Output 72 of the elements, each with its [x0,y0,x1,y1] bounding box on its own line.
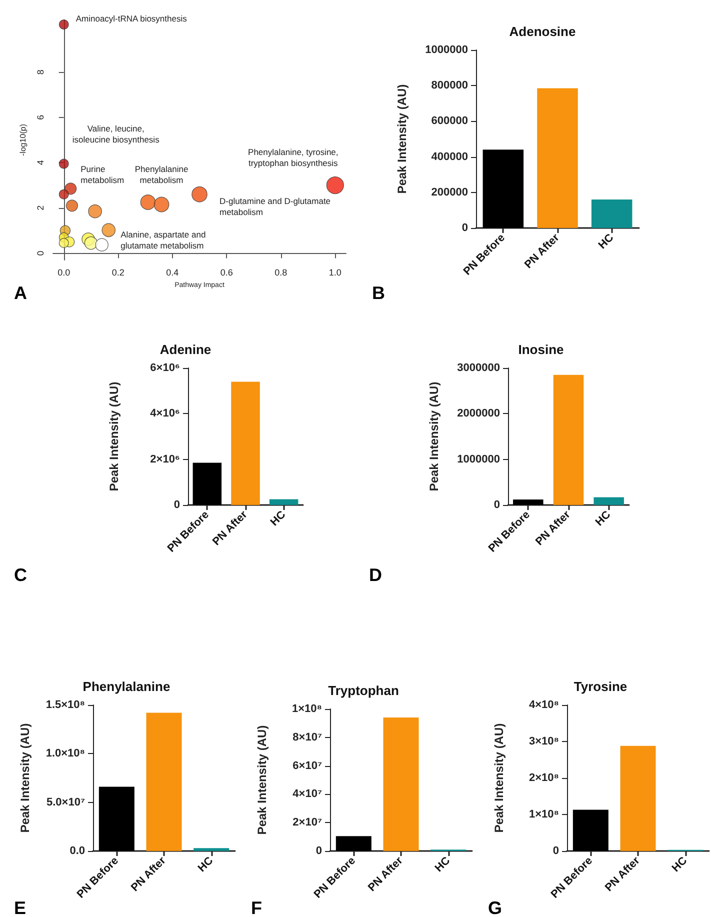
y-tick-label: 8×10⁷ [292,731,322,744]
text: G [488,898,502,917]
y-tick-label: 400000 [431,150,468,163]
annotation: Valine, leucine, isoleucine biosynthesis [72,123,160,144]
x-tick-label: HC [596,232,616,252]
chart-title: Adenosine [509,24,576,39]
y-tick-label: 6 [36,114,46,120]
y-tick-label: 8 [36,70,46,75]
x-tick-label: 0.6 [220,268,233,278]
y-tick-label: 4×10⁶ [150,408,180,420]
y-tick-label: 4×10⁸ [529,699,559,711]
y-tick-label: 1×10⁸ [529,808,559,820]
y-tick-label: 1000000 [457,453,500,466]
y-tick-label: 800000 [431,80,468,92]
y-tick-label: 0 [36,250,46,256]
x-tick-label: HC [196,854,216,874]
x-tick-label: 1.0 [328,268,342,278]
x-tick-label: HC [432,854,453,874]
x-tick-label: 0.2 [112,268,124,278]
y-tick-label: 0 [552,845,559,857]
y-axis-title: Peak Intensity (AU) [255,725,269,835]
text: E [14,898,26,917]
y-tick-label: 1000000 [425,44,468,56]
y-tick-label: 1.0×10⁸ [46,748,85,760]
y-axis-title: Peak Intensity (AU) [427,382,441,492]
chart-title: Tryptophan [328,683,399,698]
y-tick-label: 2×10⁶ [150,453,180,466]
annotation: D-glutamine and D-glutamate metabolism [220,196,331,217]
y-tick-label: 6×10⁷ [292,760,322,772]
text: A [14,283,27,303]
y-tick-label: 2000000 [457,408,500,420]
y-axis-title: Peak Intensity (AU) [18,723,32,833]
x-tick-label: HC [268,508,288,528]
annotation: Phenylalanine metabolism [134,164,188,186]
y-axis-title: Peak Intensity (AU) [492,723,506,833]
chart-title: Inosine [518,342,564,357]
y-tick-label: 6×10⁶ [150,362,180,374]
y-tick-label: 2×10⁷ [292,816,322,829]
x-tick-label: HC [593,508,614,528]
y-tick-label: 0 [494,499,500,511]
x-tick-label: 0.4 [166,268,179,278]
y-axis-title: -log10(p) [18,124,28,156]
y-tick-label: 3000000 [457,362,500,374]
text: D [369,565,382,585]
text: B [372,283,385,303]
text: F [251,898,262,917]
y-tick-label: 600000 [431,115,468,128]
chart-title: Phenylalanine [82,679,170,694]
y-tick-label: 3×10⁸ [529,736,559,748]
y-tick-label: 4×10⁷ [292,788,322,800]
x-tick-label: 0.8 [274,268,288,278]
y-tick-label: 2 [36,205,46,210]
y-tick-label: 0.0 [70,845,85,857]
chart-title: Tyrosine [574,679,628,694]
y-tick-label: 0 [462,222,468,234]
chart-title: Adenine [160,342,212,357]
text: C [14,565,27,585]
y-tick-label: 0 [316,845,322,857]
y-tick-label: 5.0×10⁷ [46,796,86,808]
y-axis-title: Peak Intensity (AU) [107,382,121,492]
y-tick-label: 4 [36,160,46,166]
annotation: Aminoacyl-tRNA biosynthesis [76,14,187,24]
y-tick-label: 1×10⁸ [292,703,322,715]
y-tick-label: 200000 [431,186,468,198]
y-axis-title: Peak Intensity (AU) [395,84,409,194]
y-tick-label: 1.5×10⁸ [46,699,85,711]
annotation: Phenylalanine, tyrosine, tryptophan biosynthesis [248,146,338,168]
annotation: Alanine, aspartate and glutamate metabolism [120,230,206,251]
annotation: Purine metabolism [80,164,124,186]
x-tick-label: HC [670,854,690,874]
y-tick-label: 2×10⁸ [529,772,559,784]
y-tick-label: 0 [174,499,180,511]
